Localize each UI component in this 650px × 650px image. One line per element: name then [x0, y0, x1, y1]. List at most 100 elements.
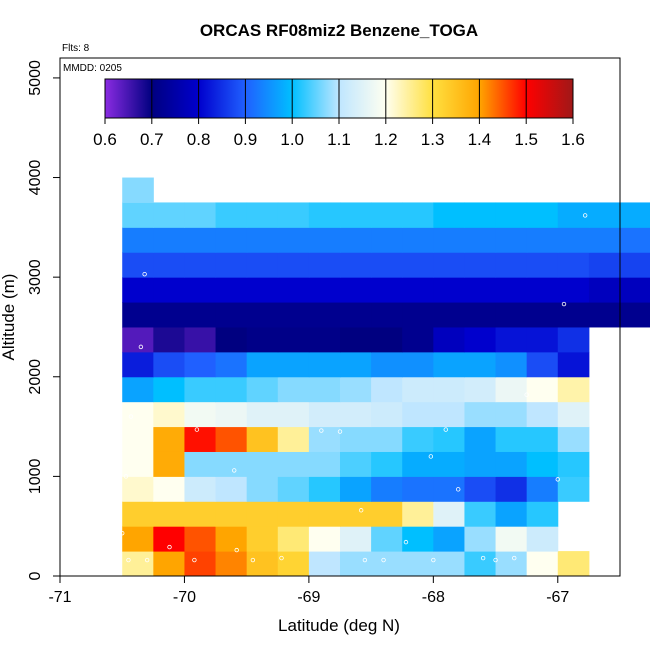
heatmap-cell	[153, 426, 185, 452]
heatmap-cell	[433, 252, 465, 278]
colorbar-tick-label: 1.6	[561, 130, 585, 149]
heatmap-cell	[340, 551, 372, 577]
heatmap-cell	[246, 451, 279, 477]
heatmap-cell	[464, 501, 497, 527]
heatmap-cell	[184, 202, 217, 228]
sample-point	[232, 468, 237, 473]
sample-point	[142, 271, 147, 277]
y-tick-label: 2000	[27, 359, 44, 395]
heatmap-cell	[246, 526, 279, 552]
y-tick-label: 4000	[27, 160, 44, 196]
heatmap-cell	[433, 227, 465, 253]
heatmap-cell	[588, 227, 621, 253]
heatmap-cell	[495, 277, 528, 303]
heatmap-cell	[122, 376, 154, 403]
heatmap-cell	[371, 526, 403, 552]
heatmap-cell	[277, 476, 310, 502]
heatmap-cell	[557, 376, 590, 403]
sample-point	[138, 344, 144, 350]
heatmap-cell	[495, 202, 528, 228]
heatmap-cell	[246, 376, 279, 403]
heatmap-cell	[495, 526, 528, 552]
heatmap-cell	[340, 426, 372, 452]
colorbar: 0.6 0.7 0.8 0.9 1.0 1.1 1.2 1.3 1.4 1.5 1.6	[93, 78, 585, 149]
heatmap-cell	[557, 426, 590, 452]
heatmap-cell	[184, 426, 217, 452]
heatmap-cell	[588, 252, 621, 278]
heatmap-cell	[464, 227, 497, 253]
heatmap-cell	[402, 476, 434, 502]
heatmap-cell	[402, 302, 434, 328]
heatmap-cell	[122, 551, 154, 577]
heatmap-cell	[557, 476, 590, 502]
heatmap-cell	[433, 351, 465, 378]
heatmap-cell	[184, 401, 217, 428]
chart-title: ORCAS RF08miz2 Benzene_TOGA	[200, 21, 478, 40]
heatmap-cell	[215, 252, 248, 278]
heatmap-cell	[153, 326, 185, 353]
heatmap-cell	[122, 277, 154, 303]
heatmap-cell	[153, 351, 185, 378]
heatmap-cell	[371, 277, 403, 303]
sample-point	[234, 547, 239, 553]
heatmap-cell	[215, 227, 248, 253]
x-tick-label: -70	[173, 589, 196, 606]
heatmap-cell	[153, 401, 185, 428]
heatmap-cell	[402, 501, 434, 527]
heatmap-cell	[153, 227, 185, 253]
flights-annotation: Flts: 8	[62, 43, 90, 54]
heatmap-cell	[184, 451, 217, 477]
heatmap-cell	[277, 227, 310, 253]
heatmap-cell	[402, 451, 434, 477]
sample-points	[120, 213, 588, 563]
heatmap-cell	[371, 252, 403, 278]
colorbar-tick-label: 1.0	[280, 130, 304, 149]
heatmap-cell	[246, 326, 279, 353]
sample-point	[561, 301, 567, 307]
heatmap-cell	[215, 376, 248, 403]
heatmap-cell	[153, 451, 185, 477]
heatmap-cell	[402, 376, 434, 403]
heatmap-cell	[153, 476, 185, 502]
heatmap-cell	[526, 227, 559, 253]
sample-point	[480, 555, 486, 561]
heatmap-cell	[122, 252, 154, 278]
heatmap-cell	[122, 202, 154, 228]
heatmap-cell	[371, 202, 403, 228]
heatmap-cell	[526, 476, 559, 502]
heatmap-cell	[340, 326, 372, 353]
heatmap-cell	[153, 376, 185, 403]
heatmap-cell	[122, 476, 154, 502]
colorbar-tick-label: 0.7	[140, 130, 164, 149]
heatmap-cell	[495, 351, 528, 378]
heatmap-cell	[371, 302, 403, 328]
heatmap-cell	[495, 252, 528, 278]
heatmap-cell	[464, 202, 497, 228]
heatmap-cell	[495, 227, 528, 253]
heatmap-cell	[495, 426, 528, 452]
heatmap-cell	[464, 302, 497, 328]
heatmap-cell	[184, 302, 217, 328]
heatmap-cell	[215, 551, 248, 577]
heatmap-cells	[122, 177, 650, 577]
heatmap-cell	[153, 302, 185, 328]
heatmap-cell	[557, 302, 590, 328]
heatmap-cell	[402, 326, 434, 353]
heatmap-cell	[620, 302, 650, 328]
heatmap-cell	[215, 526, 248, 552]
heatmap-cell	[620, 252, 650, 278]
heatmap-cell	[620, 277, 650, 303]
heatmap-cell	[308, 476, 341, 502]
heatmap-cell	[340, 401, 372, 428]
heatmap-cell	[433, 202, 465, 228]
heatmap-cell	[433, 302, 465, 328]
heatmap-cell	[557, 326, 590, 353]
heatmap-cell	[308, 501, 341, 527]
heatmap-cell	[308, 326, 341, 353]
heatmap-cell	[402, 202, 434, 228]
heatmap-cell	[215, 351, 248, 378]
heatmap-cell	[371, 351, 403, 378]
sample-point	[319, 428, 324, 433]
heatmap-cell	[277, 426, 310, 452]
heatmap-cell	[371, 376, 403, 403]
